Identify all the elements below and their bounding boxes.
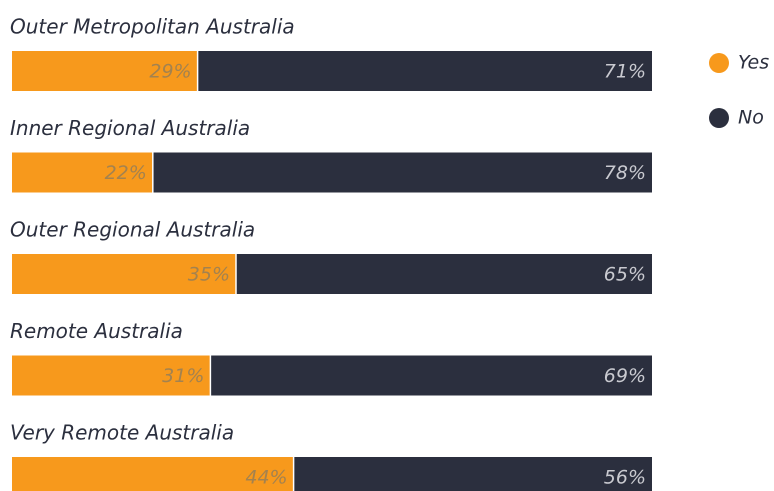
value-label: 56% <box>604 467 646 489</box>
bar-segment <box>12 355 211 396</box>
value-label: 31% <box>162 365 204 387</box>
value-label: 65% <box>604 264 646 286</box>
legend-label: No <box>738 107 764 129</box>
category-label: Remote Australia <box>10 319 183 343</box>
bar-segment <box>12 254 236 294</box>
value-label: 35% <box>188 264 230 286</box>
bar-segment <box>293 457 652 491</box>
bar-segment <box>12 152 153 193</box>
category-label: Inner Regional Australia <box>10 116 250 140</box>
category-label: Very Remote Australia <box>10 421 234 445</box>
value-label: 44% <box>245 467 287 489</box>
legend-swatch <box>709 53 729 73</box>
value-label: 22% <box>105 162 147 184</box>
value-label: 71% <box>604 61 646 83</box>
bar-segment <box>236 254 652 294</box>
value-label: 69% <box>604 365 646 387</box>
bar-segment <box>12 51 198 91</box>
legend-label: Yes <box>738 52 769 74</box>
category-label: Outer Metropolitan Australia <box>10 15 295 39</box>
bar-segment <box>197 51 652 91</box>
value-label: 78% <box>604 162 646 184</box>
value-label: 29% <box>149 61 191 83</box>
category-label: Outer Regional Australia <box>10 218 255 242</box>
bar-segment <box>12 457 294 491</box>
bar-segment <box>152 152 653 193</box>
legend-swatch <box>709 108 729 128</box>
bar-segment <box>210 355 652 396</box>
